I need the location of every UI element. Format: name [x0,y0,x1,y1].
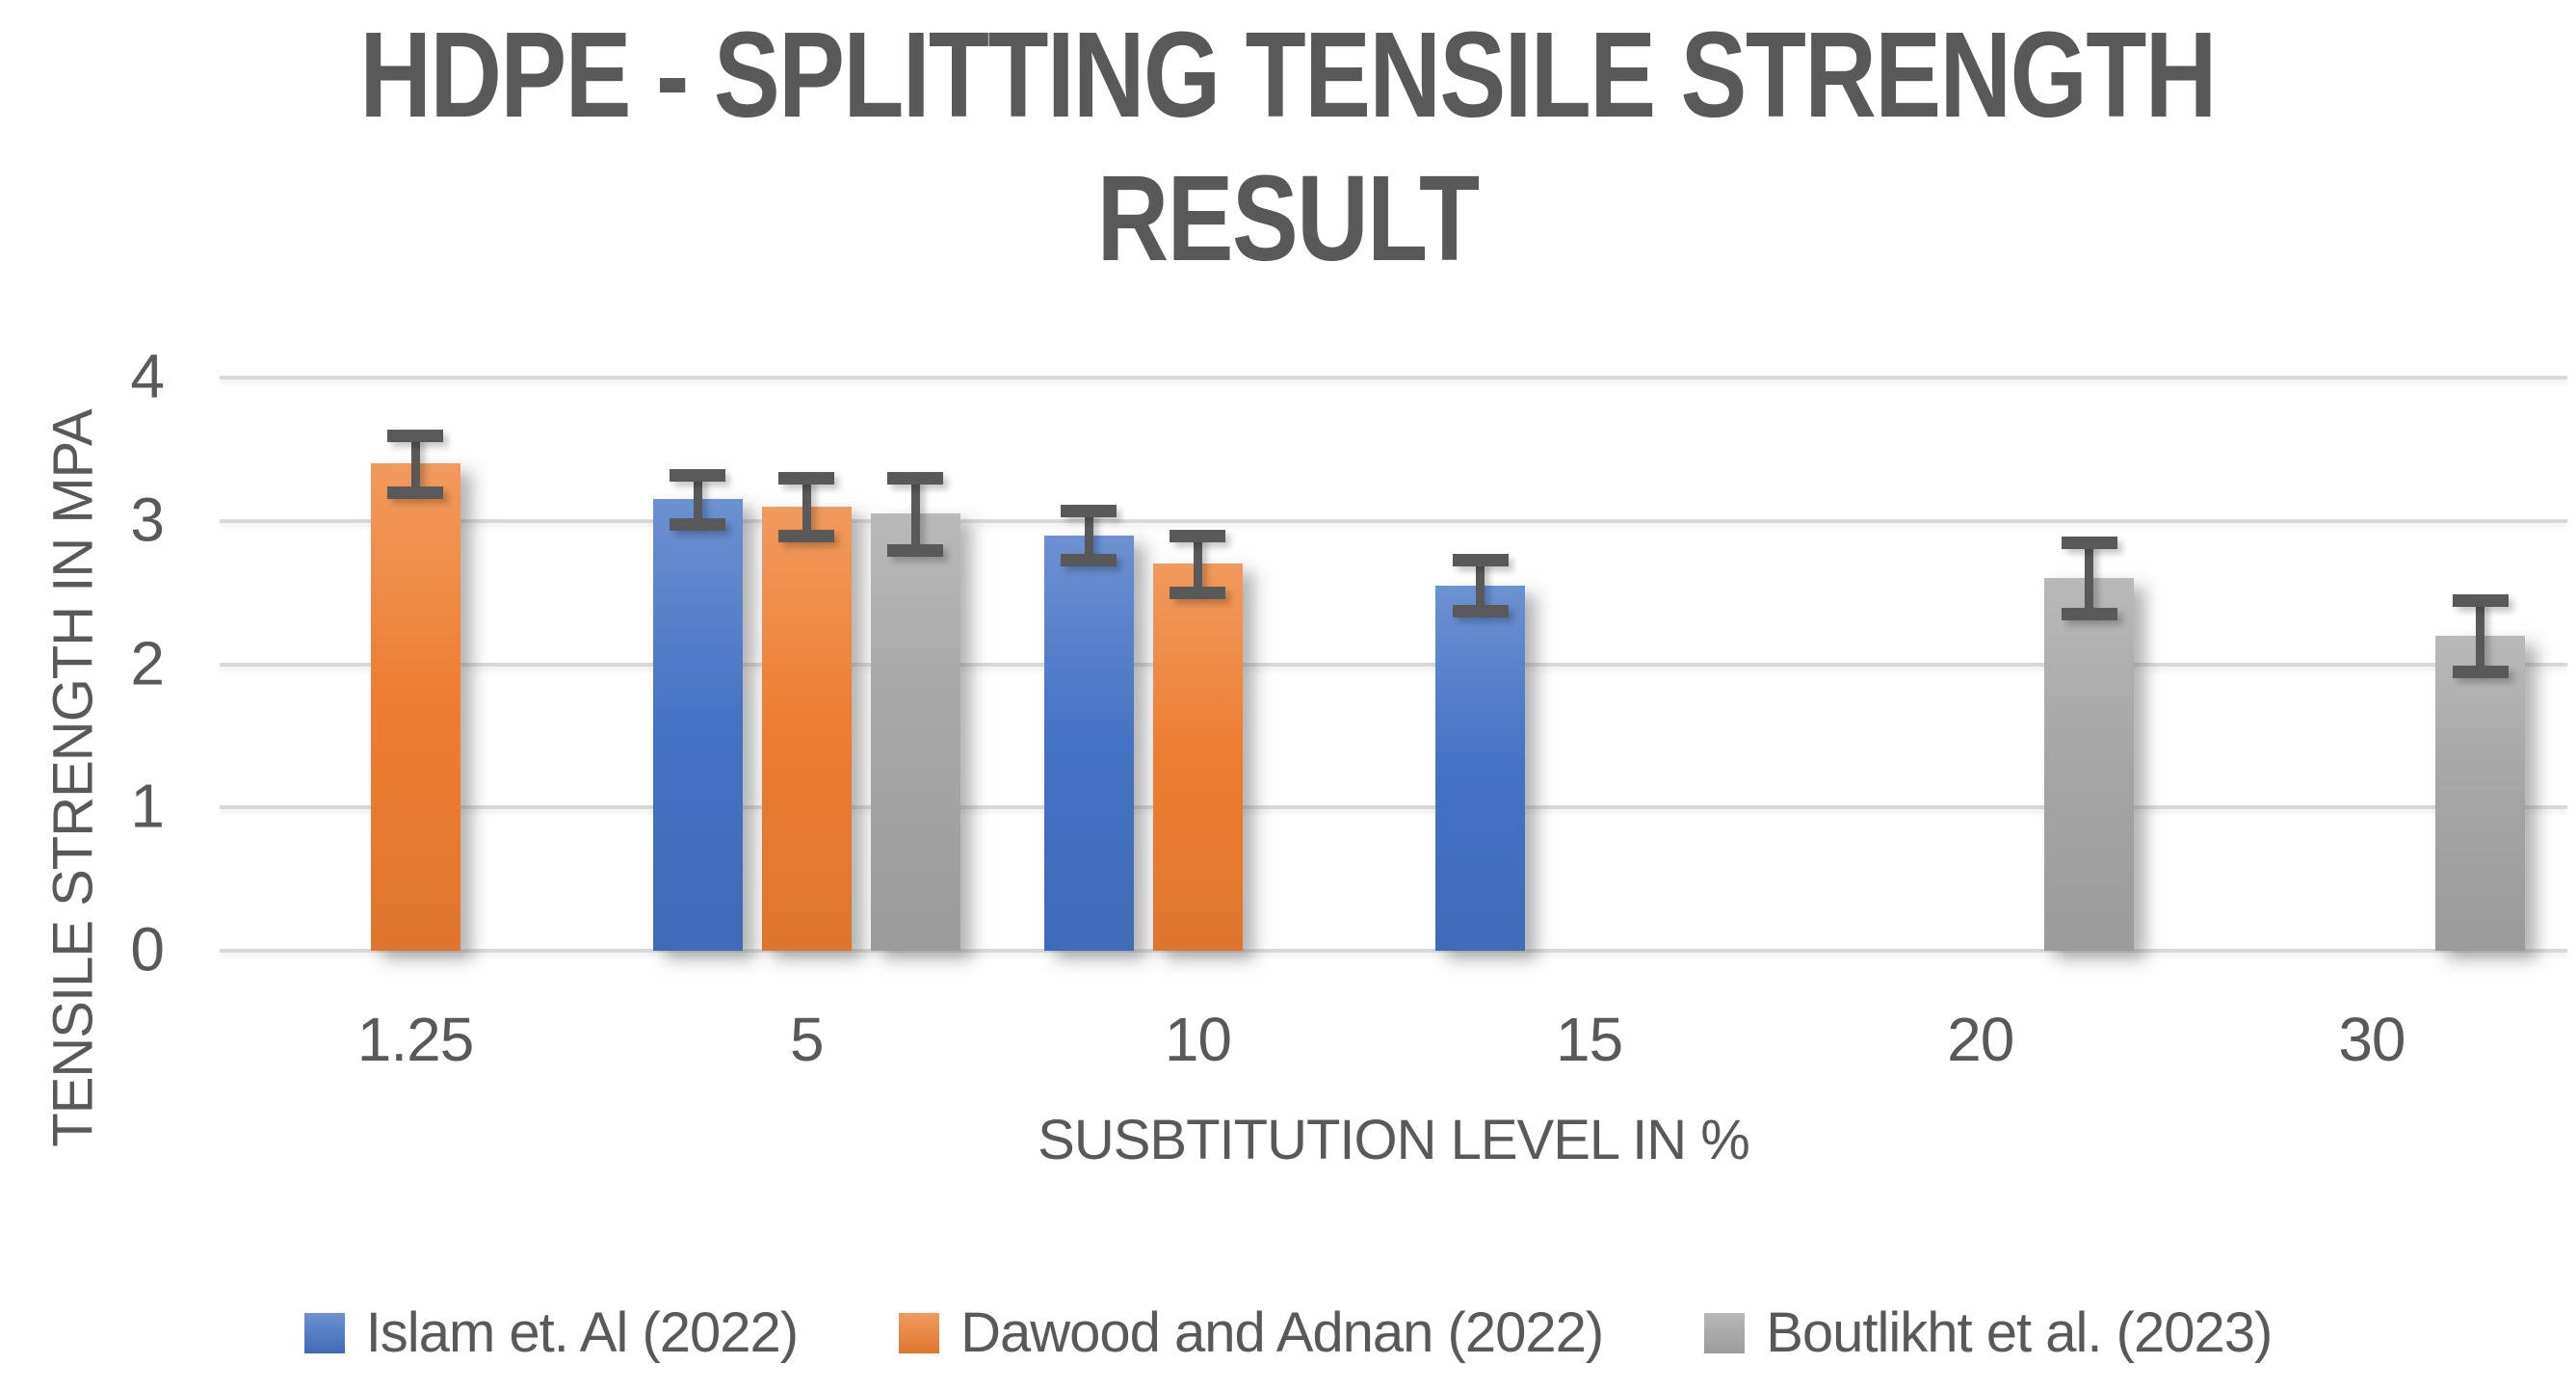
error-bar-series3-cat20 [2085,542,2094,615]
error-cap-bottom-series1-cat5 [670,517,726,531]
gridline-4 [220,376,2567,380]
bar-series3-cat30 [2435,635,2526,951]
legend-label: Dawood and Adnan (2022) [960,1301,1604,1364]
x-category-10: 10 [1164,1005,1232,1074]
error-bar-series1-cat15 [1476,559,1485,612]
error-bar-series2-cat1.25 [410,434,420,492]
error-cap-top-series2-cat5 [778,472,835,486]
legend-item-3: Boutlikht et al. (2023) [1704,1300,2273,1365]
bar-series2-cat1.25 [370,463,460,951]
error-bar-series2-cat10 [1193,535,1202,593]
x-category-1.25: 1.25 [356,1005,475,1074]
error-bar-series3-cat5 [910,478,920,550]
legend: Islam et. Al (2022) Dawood and Adnan (202… [0,1300,2576,1365]
legend-item-2: Dawood and Adnan (2022) [899,1300,1604,1365]
error-cap-top-series3-cat30 [2452,593,2509,607]
bar-series1-cat15 [1435,585,1526,951]
x-category-15: 15 [1555,1005,1623,1074]
bar-series1-cat5 [652,499,743,951]
x-category-30: 30 [2338,1005,2405,1074]
error-cap-bottom-series2-cat5 [778,529,835,542]
y-tick-4: 4 [130,341,165,411]
legend-swatch-icon [303,1312,345,1353]
error-cap-top-series1-cat15 [1452,553,1509,566]
bar-series3-cat5 [870,513,960,951]
error-bar-series1-cat5 [693,475,702,524]
error-cap-top-series2-cat1.25 [387,429,444,442]
error-cap-bottom-series3-cat30 [2452,665,2509,678]
legend-item-1: Islam et. Al (2022) [303,1300,799,1365]
bar-series1-cat10 [1043,535,1134,951]
error-cap-top-series3-cat20 [2061,537,2117,550]
y-tick-1: 1 [130,771,165,841]
gridline-3 [220,518,2567,523]
x-axis-title: SUSBTITUTION LEVEL IN % [1038,1109,1750,1171]
legend-swatch-icon [899,1312,940,1353]
x-category-20: 20 [1947,1005,2014,1074]
error-cap-bottom-series1-cat15 [1452,605,1509,618]
chart-title-text: HDPE - SPLITTING TENSILE STRENGTH RESULT [359,4,2218,290]
bar-series2-cat5 [761,506,852,951]
legend-swatch-icon [1704,1312,1746,1353]
error-cap-bottom-series1-cat10 [1061,553,1117,566]
chart-title-line1: HDPE - SPLITTING TENSILE STRENGTH [359,7,2218,143]
y-tick-3: 3 [130,485,165,555]
error-bar-series1-cat10 [1084,511,1093,560]
x-category-5: 5 [789,1005,825,1074]
legend-label: Boutlikht et al. (2023) [1766,1301,2273,1364]
error-cap-top-series3-cat5 [887,472,944,486]
error-cap-top-series1-cat10 [1061,505,1117,518]
error-cap-top-series1-cat5 [670,469,726,483]
error-cap-bottom-series2-cat1.25 [387,486,444,499]
y-tick-2: 2 [130,628,165,698]
chart-title: HDPE - SPLITTING TENSILE STRENGTH RESULT [0,4,2576,290]
chart-title-line2: RESULT [1097,149,1480,286]
error-cap-bottom-series3-cat20 [2061,608,2117,621]
gridline-1 [220,805,2567,810]
error-cap-top-series2-cat10 [1170,529,1226,542]
bar-series3-cat20 [2044,578,2135,951]
gridline-0 [220,949,2567,953]
legend-label: Islam et. Al (2022) [365,1301,799,1364]
bar-series2-cat10 [1152,564,1243,951]
error-cap-bottom-series2-cat10 [1170,587,1226,600]
error-bar-series3-cat30 [2476,599,2485,671]
y-tick-0: 0 [130,914,165,984]
error-bar-series2-cat5 [802,478,811,536]
gridline-2 [220,662,2567,667]
error-cap-bottom-series3-cat5 [887,543,944,557]
